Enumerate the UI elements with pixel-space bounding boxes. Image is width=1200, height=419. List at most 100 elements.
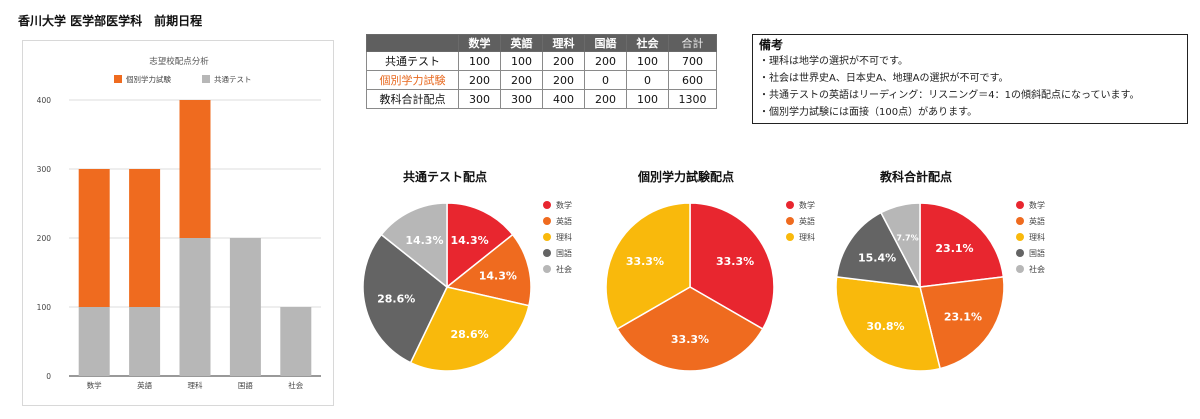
table-header-row: 数学 英語 理科 国語 社会 合計 bbox=[366, 34, 717, 52]
pie-data-label: 14.3% bbox=[479, 269, 517, 282]
legend-label: 理科 bbox=[1029, 232, 1045, 242]
legend-label: 社会 bbox=[1029, 264, 1045, 274]
legend-swatch bbox=[114, 75, 122, 83]
legend-label: 数学 bbox=[1029, 200, 1045, 210]
pie-slice bbox=[919, 202, 1005, 288]
table-header-cell: 社会 bbox=[626, 34, 669, 52]
legend-label: 国語 bbox=[1029, 248, 1045, 258]
bar-segment bbox=[78, 169, 110, 307]
x-tick-label: 英語 bbox=[137, 380, 152, 390]
legend-dot bbox=[1016, 249, 1024, 257]
pie-slice bbox=[605, 202, 691, 331]
legend-label: 国語 bbox=[556, 248, 572, 258]
legend-swatch bbox=[202, 75, 210, 83]
pie-data-label: 33.3% bbox=[716, 255, 754, 268]
pie-data-label: 28.6% bbox=[451, 328, 489, 341]
pie-slice bbox=[446, 202, 514, 289]
table-header-cell: 理科 bbox=[542, 34, 585, 52]
legend-dot bbox=[786, 217, 794, 225]
table-cell-total: 700 bbox=[668, 51, 717, 71]
pie-chart-title: 教科合計配点 bbox=[880, 170, 953, 184]
table-cell: 200 bbox=[500, 70, 543, 90]
notes-item: ・共通テストの英語はリーディング：リスニング＝4：1の傾斜配点になっています。 bbox=[759, 90, 1140, 101]
legend-dot bbox=[1016, 201, 1024, 209]
table-cell: 200 bbox=[584, 51, 627, 71]
table-row-label: 共通テスト bbox=[366, 51, 459, 71]
legend-label: 理科 bbox=[556, 232, 572, 242]
table-cell: 300 bbox=[458, 89, 501, 109]
legend-dot bbox=[1016, 217, 1024, 225]
legend-dot bbox=[543, 217, 551, 225]
page-title: 香川大学 医学部医学科 前期日程 bbox=[18, 14, 203, 28]
pie-slice bbox=[835, 276, 942, 372]
legend-label: 数学 bbox=[556, 200, 572, 210]
table-cell: 300 bbox=[500, 89, 543, 109]
pie-data-label: 33.3% bbox=[626, 255, 664, 268]
bar-segment bbox=[129, 169, 161, 307]
pie-data-label: 33.3% bbox=[671, 333, 709, 346]
x-tick-label: 社会 bbox=[288, 380, 303, 390]
table-row-label: 個別学力試験 bbox=[366, 70, 459, 90]
bar-segment bbox=[280, 307, 312, 376]
table-header-corner bbox=[366, 34, 459, 52]
table-header-cell: 国語 bbox=[584, 34, 627, 52]
table-cell: 100 bbox=[458, 51, 501, 71]
x-tick-label: 数学 bbox=[87, 380, 102, 390]
table-cell: 0 bbox=[626, 70, 669, 90]
pie-data-label: 23.1% bbox=[935, 242, 973, 255]
bar-segment bbox=[229, 238, 261, 376]
table-cell: 0 bbox=[584, 70, 627, 90]
y-tick-label: 300 bbox=[37, 165, 52, 174]
y-tick-label: 400 bbox=[37, 96, 52, 105]
table-row-label: 教科合計配点 bbox=[366, 89, 459, 109]
notes-title: 備考 bbox=[759, 38, 784, 52]
pie-data-label: 14.3% bbox=[451, 234, 489, 247]
pie-chart-title: 個別学力試験配点 bbox=[638, 170, 735, 184]
pie-data-label: 15.4% bbox=[858, 251, 896, 264]
pie-slice bbox=[879, 202, 921, 288]
legend-label: 共通テスト bbox=[214, 74, 252, 84]
table-row: 教科合計配点 300 300 400 200 100 1300 bbox=[366, 89, 717, 109]
table-cell-total: 600 bbox=[668, 70, 717, 90]
table-cell: 200 bbox=[458, 70, 501, 90]
pie-slice bbox=[409, 286, 530, 372]
y-tick-label: 200 bbox=[37, 234, 52, 243]
table-cell: 100 bbox=[500, 51, 543, 71]
legend-dot bbox=[543, 249, 551, 257]
table-cell: 100 bbox=[626, 51, 669, 71]
stacked-bar-chart-panel: 志望校配点分析 個別学力試験 共通テスト 0 100 200 300 400 数学 英語 理科 国語 社… bbox=[22, 40, 334, 406]
pie-slice bbox=[362, 233, 448, 364]
pie-slice bbox=[380, 202, 448, 289]
table-row: 個別学力試験 200 200 200 0 0 600 bbox=[366, 70, 717, 90]
notes-item: ・理科は地学の選択が不可です。 bbox=[759, 56, 908, 67]
y-tick-label: 100 bbox=[37, 303, 52, 312]
table-cell-total: 1300 bbox=[668, 89, 717, 109]
legend-label: 英語 bbox=[556, 216, 572, 226]
table-row: 共通テスト 100 100 200 200 100 700 bbox=[366, 51, 717, 71]
score-table: 数学 英語 理科 国語 社会 合計 共通テスト 100 100 200 200 … bbox=[366, 34, 717, 109]
pie-slice bbox=[835, 211, 922, 288]
pie-data-label: 23.1% bbox=[944, 311, 982, 324]
bar-segment bbox=[78, 307, 110, 376]
bar-segment bbox=[129, 307, 161, 376]
legend-dot bbox=[543, 201, 551, 209]
pie-slice bbox=[919, 276, 1005, 370]
table-cell: 200 bbox=[584, 89, 627, 109]
legend-label: 英語 bbox=[1029, 216, 1045, 226]
legend-label: 数学 bbox=[799, 200, 815, 210]
y-tick-label: 0 bbox=[46, 372, 51, 381]
table-cell: 100 bbox=[626, 89, 669, 109]
pie-data-label: 14.3% bbox=[405, 234, 443, 247]
table-cell: 200 bbox=[542, 51, 585, 71]
legend-label: 個別学力試験 bbox=[126, 74, 171, 84]
bar-segment bbox=[179, 100, 211, 238]
pie-chart-title: 共通テスト配点 bbox=[403, 170, 488, 184]
legend-label: 英語 bbox=[799, 216, 815, 226]
legend-label: 理科 bbox=[799, 232, 815, 242]
pie-data-label: 30.8% bbox=[866, 320, 904, 333]
table-header-cell: 英語 bbox=[500, 34, 543, 52]
table-cell: 200 bbox=[542, 70, 585, 90]
